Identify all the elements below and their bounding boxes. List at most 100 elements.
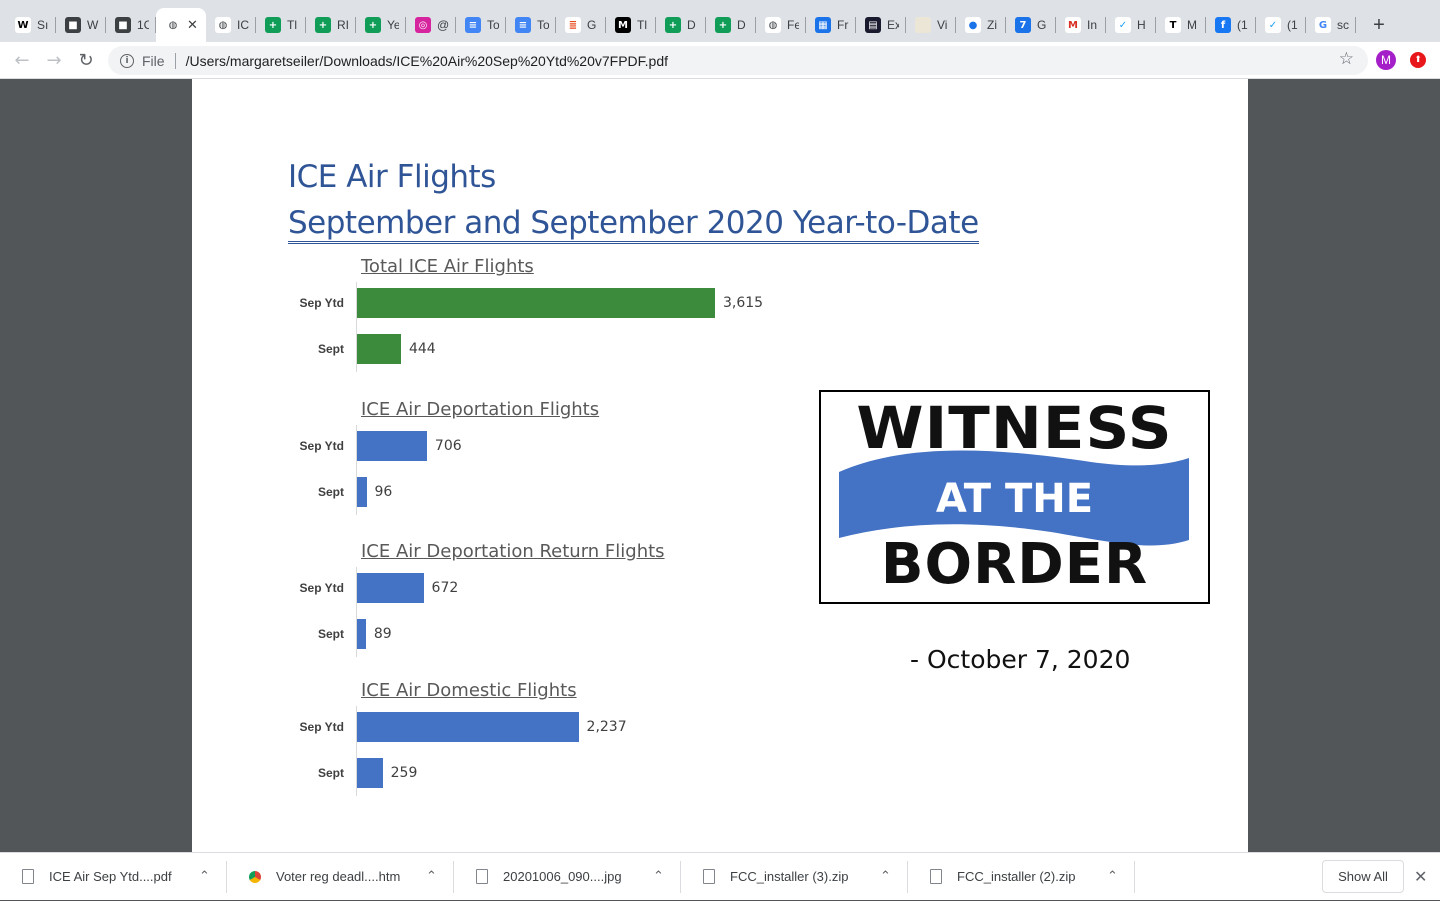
url-text[interactable]: /Users/margaretseiler/Downloads/ICE%20Ai… xyxy=(185,52,669,69)
tab[interactable]: Vi xyxy=(906,8,956,42)
back-button[interactable]: ← xyxy=(14,49,30,71)
tab-title: Ex xyxy=(887,18,899,32)
tab-title: M xyxy=(1187,18,1197,32)
tab[interactable]: f (1 xyxy=(1206,8,1256,42)
download-item[interactable]: Voter reg deadl....htm ⌃ xyxy=(227,853,454,901)
tab-title: Ye xyxy=(387,18,399,32)
tab[interactable]: ≡ To xyxy=(456,8,506,42)
download-item[interactable]: FCC_installer (3).zip ⌃ xyxy=(681,853,908,901)
chrome-icon xyxy=(249,870,261,883)
bar xyxy=(357,573,424,603)
category-label: Sep Ytd xyxy=(299,720,344,734)
bar xyxy=(357,334,401,364)
pin-icon: ● xyxy=(965,17,981,33)
twitter-icon: ✓ xyxy=(1265,17,1281,33)
pdf-viewer[interactable]: ICE Air Flights September and September … xyxy=(0,79,1440,852)
new-tab-button[interactable]: + xyxy=(1373,13,1385,36)
bar-chart: ICE Air Domestic Flights Sep Ytd 2,237 Sept… xyxy=(288,680,768,810)
download-filename: FCC_installer (3).zip xyxy=(730,869,849,884)
tab-title: (1 xyxy=(1287,18,1298,32)
instagram-icon: ◎ xyxy=(415,17,431,33)
download-item[interactable]: ICE Air Sep Ytd....pdf ⌃ xyxy=(0,853,227,901)
zip-icon xyxy=(930,869,942,884)
tab-title: RI xyxy=(337,18,349,32)
file-icon xyxy=(22,869,34,884)
tab[interactable]: M In xyxy=(1056,8,1106,42)
download-item[interactable]: FCC_installer (2).zip ⌃ xyxy=(908,853,1135,901)
tab[interactable]: ≣ G xyxy=(556,8,606,42)
tab[interactable]: W Sı xyxy=(6,8,56,42)
tab[interactable]: + D xyxy=(706,8,756,42)
docs-icon: ≡ xyxy=(515,17,531,33)
tabs-container: W Sı ■ W ■ 1C ◍ ✕ ◍ IC + Tl + RI + Ye ◎ @ ≡ To ≡ To ≣ G M Tl + D + D ◍… xyxy=(6,8,1356,42)
bar xyxy=(357,619,366,649)
tab[interactable]: + D xyxy=(656,8,706,42)
witness-at-the-border-logo: WITNESS AT THE BORDER xyxy=(819,390,1210,604)
tab[interactable]: ▦ Fr xyxy=(806,8,856,42)
tab-title: Fe xyxy=(787,18,799,32)
close-download-shelf-icon[interactable]: ✕ xyxy=(1414,867,1428,886)
logo-text-at-the: AT THE xyxy=(935,476,1094,522)
bar-chart: Total ICE Air Flights Sep Ytd 3,615 Sept 444 xyxy=(288,256,768,386)
tab[interactable]: + Tl xyxy=(256,8,306,42)
tab[interactable]: + Ye xyxy=(356,8,406,42)
tab[interactable]: ◎ @ xyxy=(406,8,456,42)
chart-axis xyxy=(356,282,357,372)
data-label: 259 xyxy=(390,765,418,781)
bar xyxy=(357,758,383,788)
chevron-up-icon[interactable]: ⌃ xyxy=(199,869,210,884)
bookmark-star-icon[interactable]: ☆ xyxy=(1338,49,1354,69)
calendar7-icon: 7 xyxy=(1015,17,1031,33)
tab[interactable]: ◍ IC xyxy=(206,8,256,42)
blank-icon xyxy=(915,17,931,33)
tab[interactable]: ◍ Fe xyxy=(756,8,806,42)
data-label: 444 xyxy=(408,341,436,357)
show-all-downloads-button[interactable]: Show All xyxy=(1322,860,1404,893)
tab-title: IC xyxy=(237,18,249,32)
chart-axis xyxy=(356,706,357,796)
tab[interactable]: + RI xyxy=(306,8,356,42)
profile-avatar[interactable]: M xyxy=(1376,50,1396,70)
page-title: ICE Air Flights xyxy=(288,159,496,195)
tab[interactable]: ≡ To xyxy=(506,8,556,42)
tab[interactable]: ■ 1C xyxy=(106,8,156,42)
tab-title: To xyxy=(487,18,499,32)
tab-title: In xyxy=(1087,18,1098,32)
download-filename: Voter reg deadl....htm xyxy=(276,869,401,884)
tab[interactable]: ✓ (1 xyxy=(1256,8,1306,42)
extension-icon[interactable]: ⬆ xyxy=(1410,52,1426,68)
download-filename: 20201006_090....jpg xyxy=(503,869,622,884)
chevron-up-icon[interactable]: ⌃ xyxy=(653,869,664,884)
tab[interactable]: ● Zi xyxy=(956,8,1006,42)
forward-button[interactable]: → xyxy=(46,49,62,71)
tab-title: Zi xyxy=(987,18,997,32)
tab[interactable]: ▤ Ex xyxy=(856,8,906,42)
category-label: Sept xyxy=(317,485,344,499)
stack-icon: ≣ xyxy=(565,17,581,33)
download-item[interactable]: 20201006_090....jpg ⌃ xyxy=(454,853,681,901)
download-items: ICE Air Sep Ytd....pdf ⌃ Voter reg deadl..… xyxy=(0,853,1135,901)
chevron-up-icon[interactable]: ⌃ xyxy=(426,869,437,884)
tab-active[interactable]: ◍ ✕ xyxy=(156,8,206,42)
data-label: 672 xyxy=(431,580,459,596)
tab[interactable]: ✓ H xyxy=(1106,8,1156,42)
bar xyxy=(357,431,427,461)
bar xyxy=(357,288,715,318)
bar xyxy=(357,712,579,742)
data-label: 3,615 xyxy=(723,295,764,311)
chevron-up-icon[interactable]: ⌃ xyxy=(880,869,891,884)
download-filename: ICE Air Sep Ytd....pdf xyxy=(49,869,172,884)
tab[interactable]: ■ W xyxy=(56,8,106,42)
reload-button[interactable]: ↻ xyxy=(78,49,94,71)
address-bar[interactable]: i File /Users/margaretseiler/Downloads/I… xyxy=(108,46,1368,75)
tab[interactable]: M Tl xyxy=(606,8,656,42)
close-tab-icon[interactable]: ✕ xyxy=(187,17,198,32)
chevron-up-icon[interactable]: ⌃ xyxy=(1107,869,1118,884)
google-icon: G xyxy=(1315,17,1331,33)
url-scheme: File xyxy=(142,52,165,69)
info-icon[interactable]: i xyxy=(120,53,134,68)
browser-toolbar: ← → ↻ i File /Users/margaretseiler/Downl… xyxy=(0,42,1440,79)
